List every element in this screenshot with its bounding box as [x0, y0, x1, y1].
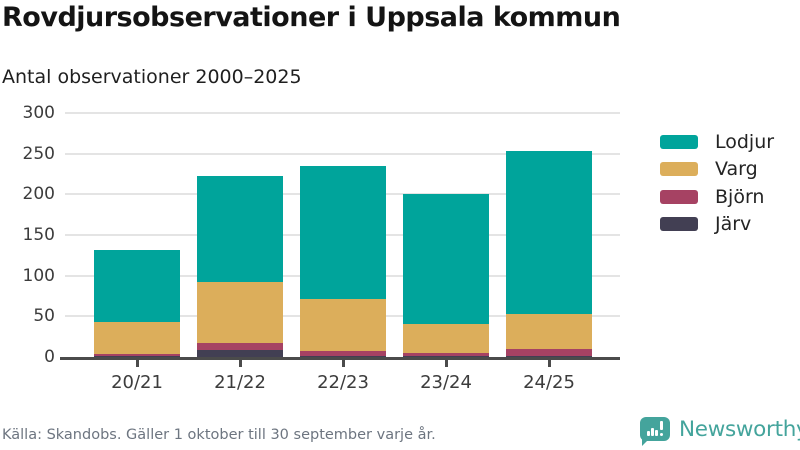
legend-item-järv: Järv [660, 213, 751, 235]
y-tick-label: 100 [22, 265, 55, 286]
x-tick-label: 21/22 [214, 372, 266, 393]
legend-swatch-lodjur [660, 135, 698, 149]
bar-segment-björn-24-25 [506, 348, 592, 357]
logo-exclamation-icon [660, 421, 663, 430]
newsworthy-logo-icon [640, 417, 670, 446]
x-tick-label: 22/23 [317, 372, 369, 393]
bar-segment-björn-23-24 [403, 352, 489, 357]
y-tick-label: 250 [22, 143, 55, 164]
y-tick-label: 200 [22, 184, 55, 205]
legend-item-björn: Björn [660, 186, 764, 208]
x-axis-tick [547, 360, 551, 367]
y-tick-label: 300 [22, 103, 55, 123]
logo-chart-bar [651, 428, 654, 436]
source-note: Källa: Skandobs. Gäller 1 oktober till 3… [2, 427, 436, 443]
page-title: Rovdjursobservationer i Uppsala kommun [2, 2, 621, 33]
y-tick-label: 50 [33, 306, 55, 327]
bar-segment-lodjur-24-25 [506, 151, 592, 314]
gridline [65, 112, 620, 114]
bar-segment-varg-21-22 [197, 282, 283, 344]
legend-swatch-björn [660, 189, 698, 204]
bar-segment-lodjur-22-23 [300, 165, 386, 300]
bar-segment-järv-22-23 [300, 356, 386, 357]
chart-subtitle: Antal observationer 2000–2025 [2, 66, 302, 88]
bar-segment-lodjur-23-24 [403, 194, 489, 324]
y-tick-label: 150 [22, 225, 55, 245]
gridline [65, 152, 620, 155]
x-tick-label: 23/24 [420, 372, 472, 393]
bar-segment-varg-20-21 [94, 322, 180, 354]
y-tick-label: 0 [44, 347, 55, 367]
x-axis-tick [135, 360, 139, 367]
bar-segment-järv-24-25 [506, 356, 592, 357]
legend-item-lodjur: Lodjur [660, 131, 774, 153]
legend-label: Lodjur [715, 131, 775, 153]
bar-segment-lodjur-21-22 [197, 175, 283, 283]
brand-name: Newsworthy [679, 417, 800, 442]
legend-label: Varg [715, 158, 758, 181]
bar-segment-björn-22-23 [300, 351, 386, 357]
x-axis-line [60, 357, 620, 360]
legend-swatch-järv [660, 216, 698, 231]
legend-item-varg: Varg [660, 158, 758, 180]
logo-chart-bar [655, 430, 658, 436]
bar-segment-järv-21-22 [197, 349, 283, 357]
x-tick-label: 24/25 [523, 372, 575, 393]
bar-segment-björn-20-21 [94, 353, 180, 357]
logo-chart-bar [647, 431, 650, 436]
x-axis-tick [238, 360, 242, 367]
legend-label: Järv [715, 212, 752, 235]
legend-swatch-varg [660, 162, 698, 177]
logo-bubble-tail [642, 437, 651, 446]
bar-segment-varg-24-25 [506, 313, 592, 349]
brand-logo: Newsworthy [640, 417, 800, 446]
x-tick-label: 20/21 [111, 372, 163, 393]
bar-segment-varg-22-23 [300, 299, 386, 352]
bar-segment-varg-23-24 [403, 323, 489, 353]
legend-label: Björn [715, 185, 765, 208]
x-axis-tick [341, 360, 345, 367]
bar-segment-järv-23-24 [403, 356, 489, 357]
bar-segment-lodjur-20-21 [94, 250, 180, 323]
bar-segment-järv-20-21 [94, 356, 180, 357]
bar-segment-björn-21-22 [197, 343, 283, 350]
logo-exclamation-dot [660, 433, 663, 436]
x-axis-tick [444, 360, 448, 367]
